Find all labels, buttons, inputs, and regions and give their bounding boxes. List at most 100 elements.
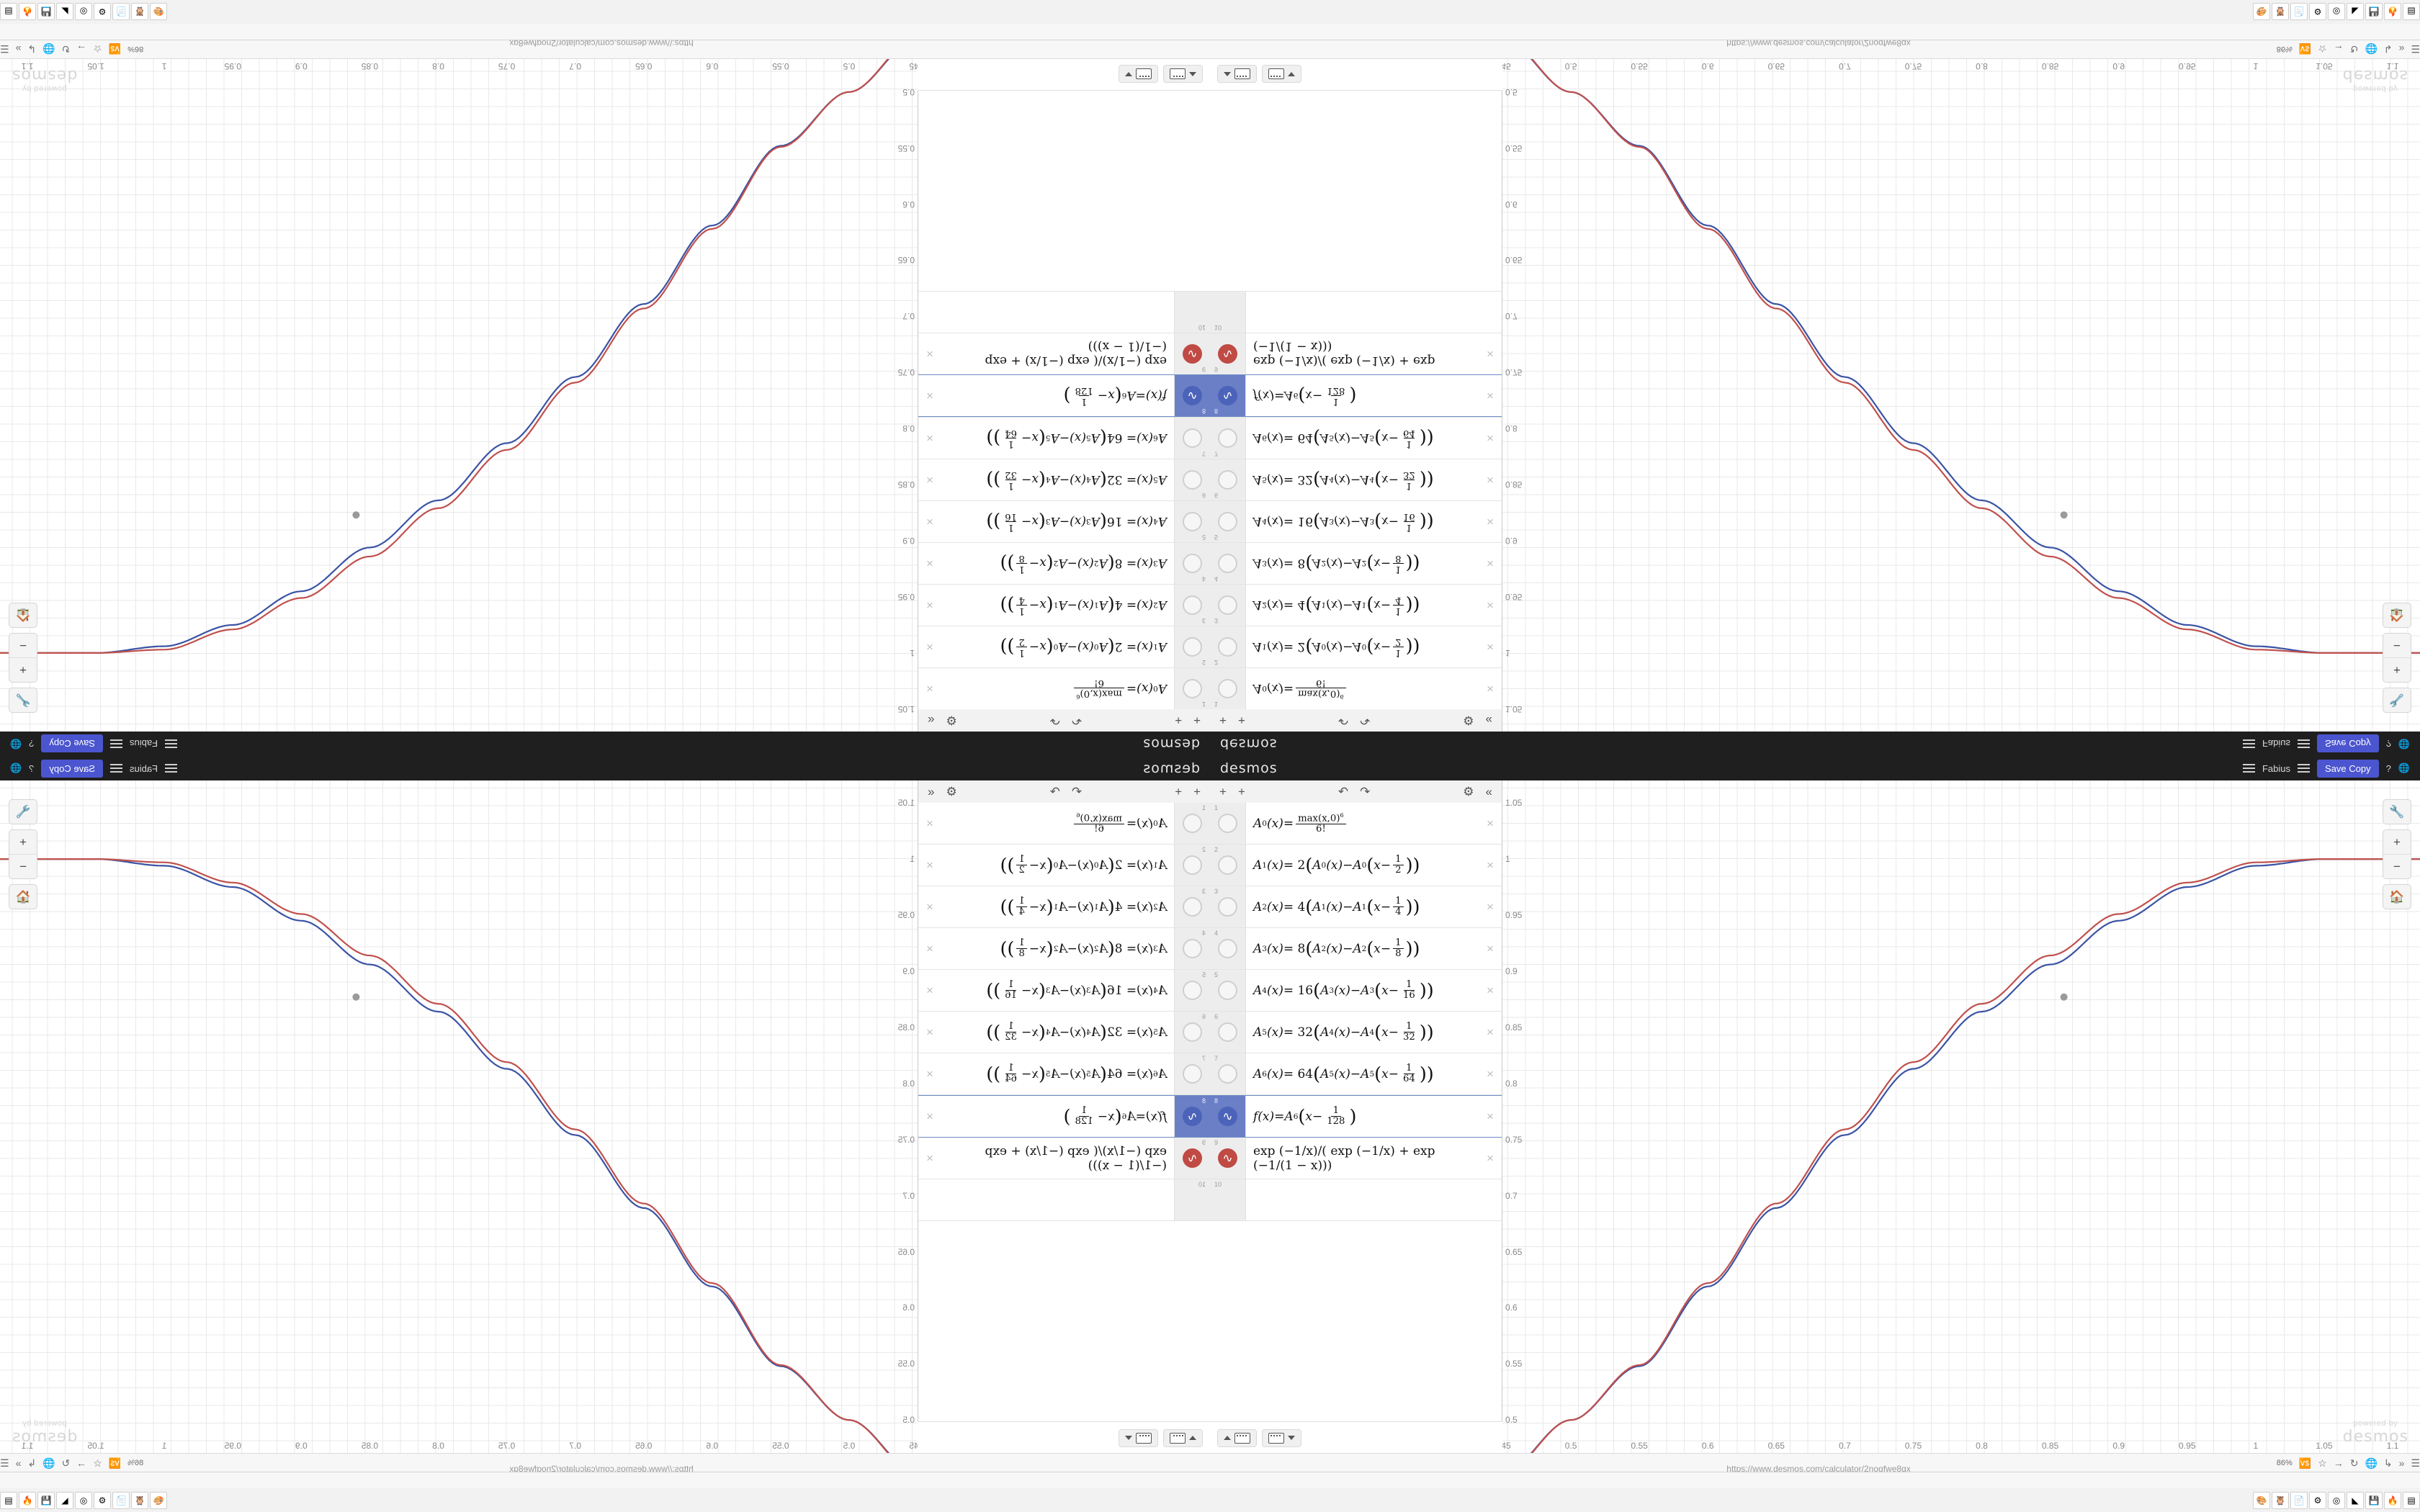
panel-footer[interactable] — [911, 58, 1210, 91]
taskbar-item-save-disk[interactable]: 💾 — [2365, 3, 2383, 21]
question-icon[interactable]: ? — [2385, 738, 2391, 750]
taskbar-item-text-editor[interactable]: 📄 — [2290, 3, 2308, 21]
delete-expression-button[interactable]: × — [1487, 1151, 1494, 1165]
menu-icon[interactable] — [2242, 764, 2255, 773]
row-index-cell[interactable]: 2 — [1210, 626, 1246, 667]
plot-toggle-empty[interactable] — [1218, 512, 1237, 531]
star-icon[interactable]: ☆ — [93, 43, 102, 55]
plot-toggle-empty[interactable] — [1183, 1064, 1202, 1084]
plot-toggle-wave-icon[interactable]: ∿ — [1218, 1148, 1237, 1168]
browser-zoom-level[interactable]: 86% — [127, 1459, 144, 1467]
desmos-app[interactable]: desmos Fabius Save Copy ? 🌐 + + — [1210, 756, 2420, 1454]
expression-row[interactable]: 5 A 4 (x) = 16(A 3 (x) − A 3(x − 1 16)) × — [1210, 500, 1502, 542]
app-header[interactable]: desmos Fabius Save Copy ? 🌐 — [1210, 756, 2420, 780]
expression-row[interactable]: 8 ∿ f (x) = A 6(x − 1 128) × — [1210, 374, 1502, 417]
account-icon[interactable]: ↳ — [27, 43, 37, 55]
delete-expression-button[interactable]: × — [1487, 473, 1494, 487]
plot-toggle-empty[interactable] — [1183, 939, 1202, 958]
share-icon[interactable]: → — [76, 1457, 87, 1469]
row-index-cell[interactable]: 1 — [1174, 803, 1210, 844]
panel-toolbar[interactable]: + + ↶ ↷ ⚙ « — [918, 780, 1210, 804]
expression-math[interactable]: A 4 (x) = 16(A 3 (x) − A 3(x − 1 16)) — [1253, 510, 1434, 533]
undo-button[interactable]: ↶ — [1337, 784, 1349, 798]
expression-math[interactable]: A 0 (x) = max(x,0)6 6! — [1246, 668, 1479, 709]
question-icon[interactable]: ? — [29, 738, 35, 750]
keyboard-down-button[interactable] — [1119, 65, 1158, 84]
save-copy-button[interactable]: Save Copy — [2316, 734, 2379, 753]
document-title[interactable]: Fabius — [2262, 762, 2290, 774]
expression-row[interactable]: 6 A 5 (x) = 32(A 4 (x) − A 4(x − 1 32)) × — [918, 1012, 1210, 1053]
row-index-cell[interactable]: 9 ∿ — [1210, 333, 1246, 374]
expression-math[interactable]: A 5 (x) = 32(A 4 (x) − A 4(x − 1 32)) — [986, 1021, 1167, 1043]
row-index-cell[interactable]: 9 ∿ — [1210, 1138, 1246, 1179]
taskbar-item-terminal-dark[interactable]: ◣ — [56, 1491, 73, 1509]
save-copy-button[interactable]: Save Copy — [2316, 759, 2379, 778]
delete-expression-button[interactable]: × — [926, 1025, 933, 1039]
expression-row[interactable]: 9 ∿ exp (−1/x)/( exp (−1/x) + exp (−1/(1 −… — [1210, 1138, 1502, 1179]
taskbar-item-target-red[interactable]: ◎ — [2328, 3, 2345, 21]
taskbar-item-save-disk[interactable]: 💾 — [37, 3, 55, 21]
taskbar-item-settings-red[interactable]: ⚙ — [2309, 1491, 2326, 1509]
expression-row[interactable]: 10 — [1210, 291, 1502, 333]
expression-math[interactable] — [941, 292, 1174, 333]
delete-expression-button[interactable]: × — [926, 1109, 933, 1123]
desmos-logo[interactable]: desmos — [1142, 760, 1200, 776]
graph-canvas[interactable]: 0.450.50.550.60.650.70.750.80.850.90.951… — [1502, 780, 2420, 1454]
plot-toggle-empty[interactable] — [1218, 1022, 1237, 1042]
plot-toggle-empty[interactable] — [1183, 554, 1202, 573]
expression-math[interactable]: A 5 (x) = 32(A 4 (x) − A 4(x − 1 32)) — [1253, 469, 1434, 491]
wrench-icon[interactable]: 🔧 — [2389, 693, 2405, 708]
expression-math[interactable]: A 0 (x) = max(x,0)6 6! — [941, 803, 1174, 844]
expression-row[interactable]: 2 A 1 (x) = 2(A 0 (x) − A 0(x − 1 2)) × — [1210, 626, 1502, 667]
plot-toggle-wave-icon[interactable]: ∿ — [1183, 1107, 1202, 1126]
graph-zoom-controls[interactable]: 🔧 + − 🏠 — [9, 799, 37, 909]
reload-icon[interactable]: ↻ — [61, 1457, 71, 1469]
translate-icon[interactable]: 🆚 — [108, 1457, 122, 1469]
row-index-cell[interactable]: 8 ∿ — [1174, 1096, 1210, 1137]
home-group[interactable]: 🏠 — [2383, 603, 2411, 628]
expression-math[interactable] — [1246, 1179, 1479, 1220]
expression-row[interactable]: 2 A 1 (x) = 2(A 0 (x) − A 0(x − 1 2)) × — [918, 845, 1210, 886]
delete-expression-button[interactable]: × — [926, 431, 933, 446]
expression-math[interactable]: A 5 (x) = 32(A 4 (x) − A 4(x − 1 32)) — [1253, 1021, 1434, 1043]
expression-row[interactable]: 9 ∿ exp (−1/x)/( exp (−1/x) + exp (−1/(1 −… — [918, 333, 1210, 374]
delete-expression-button[interactable]: × — [1487, 1025, 1494, 1039]
plot-toggle-wave-icon[interactable]: ∿ — [1183, 1148, 1202, 1168]
row-index-cell[interactable]: 10 — [1174, 292, 1210, 333]
taskbar-item-firefox[interactable]: 🔥 — [2384, 3, 2401, 21]
taskbar-item-firefox[interactable]: 🔥 — [19, 3, 36, 21]
expression-panel[interactable]: + + ↶ ↷ ⚙ « 1 A 0 (x) = max(x,0)6 6! × 2 A 1 (x) … — [911, 58, 1210, 732]
gear-icon[interactable]: ⚙ — [1463, 784, 1474, 798]
plot-toggle-empty[interactable] — [1218, 939, 1237, 958]
taskbar-item-target-red[interactable]: ◎ — [75, 1491, 92, 1509]
expression-math[interactable]: A 1 (x) = 2(A 0 (x) − A 0(x − 1 2)) — [1000, 636, 1167, 658]
zoom-in-button[interactable]: + — [2393, 663, 2401, 678]
expression-math[interactable]: A 0 (x) = max(x,0)6 6! — [1246, 803, 1479, 844]
hamburger-icon[interactable]: ☰ — [2411, 43, 2420, 55]
hamburger-icon[interactable]: ☰ — [2411, 1457, 2420, 1469]
taskbar-item-firefox[interactable]: 🔥 — [2384, 1491, 2401, 1509]
account-icon[interactable]: ↳ — [2383, 43, 2393, 55]
plot-toggle-wave-icon[interactable]: ∿ — [1183, 344, 1202, 364]
delete-expression-button[interactable] — [918, 292, 941, 333]
browser-toolbar[interactable]: https://www.desmos.com/calculator/2nogfw… — [0, 38, 1210, 59]
row-index-cell[interactable]: 6 — [1210, 459, 1246, 500]
graph-canvas[interactable]: 0.450.50.550.60.650.70.750.80.850.90.951… — [0, 58, 918, 732]
row-index-cell[interactable]: 1 — [1210, 803, 1246, 844]
keyboard-down-button[interactable] — [1119, 1428, 1158, 1447]
plot-toggle-empty[interactable] — [1183, 428, 1202, 448]
row-index-cell[interactable]: 8 ∿ — [1210, 1096, 1246, 1137]
expression-math[interactable]: A 6 (x) = 64(A 5 (x) − A 5(x − 1 64)) — [1253, 427, 1434, 449]
globe-icon[interactable]: 🌐 — [2398, 739, 2410, 750]
question-icon[interactable]: ? — [2385, 762, 2391, 774]
share-icon[interactable]: → — [2333, 43, 2344, 55]
collapse-panel-button[interactable]: « — [1485, 714, 1492, 728]
row-index-cell[interactable]: 4 — [1174, 928, 1210, 969]
expression-list[interactable]: 1 A 0 (x) = max(x,0)6 6! × 2 A 1 (x) = 2(A 0 (x) − A 0… — [918, 90, 1210, 709]
row-index-cell[interactable]: 3 — [1210, 585, 1246, 626]
home-group[interactable]: 🏠 — [9, 884, 37, 909]
taskbar-item-text-editor[interactable]: 📄 — [112, 1491, 130, 1509]
desmos-logo[interactable]: desmos — [1220, 760, 1278, 776]
save-copy-button[interactable]: Save Copy — [41, 734, 104, 753]
expression-row[interactable]: 4 A 3 (x) = 8(A 2 (x) − A 2(x − 1 8)) × — [1210, 542, 1502, 584]
